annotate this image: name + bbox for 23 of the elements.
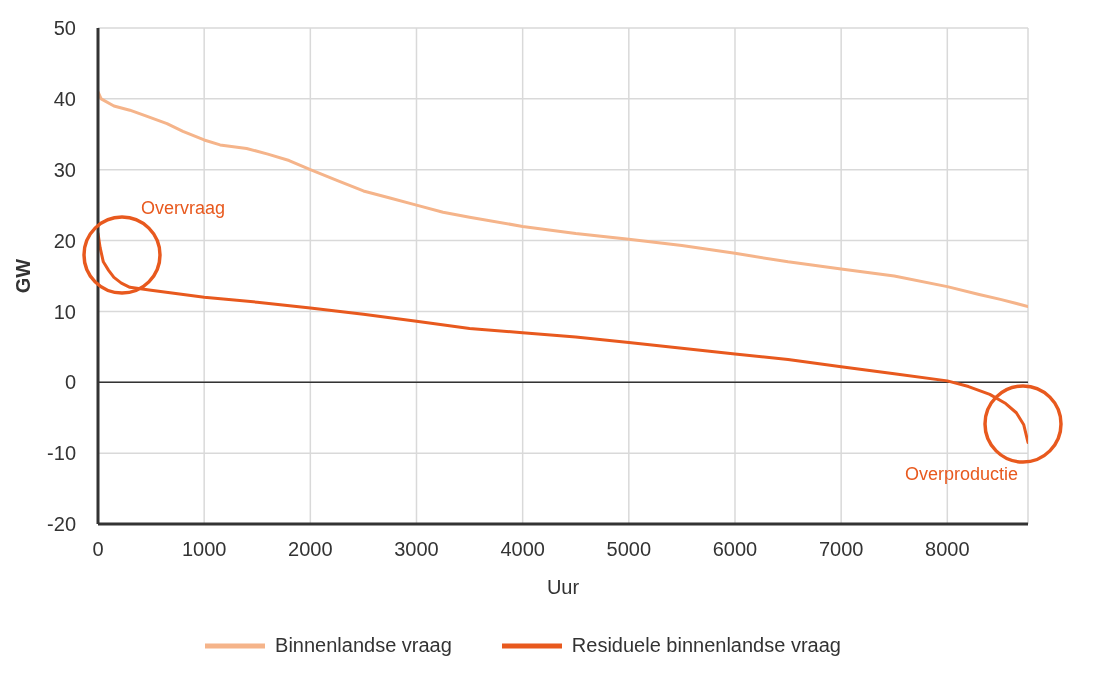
y-tick-label: 20 bbox=[53, 229, 76, 252]
x-tick-label: 4000 bbox=[500, 538, 545, 561]
y-tick-label: 0 bbox=[64, 371, 76, 394]
x-tick-label: 7000 bbox=[818, 538, 864, 561]
y-tick-label: 10 bbox=[53, 300, 76, 323]
x-tick-label: 1000 bbox=[181, 538, 227, 561]
legend-label: Residuele binnenlandse vraag bbox=[571, 634, 841, 657]
legend-label: Binnenlandse vraag bbox=[275, 634, 452, 657]
annotation: Overproductie bbox=[904, 464, 1018, 484]
x-tick-label: 8000 bbox=[925, 538, 970, 561]
x-tick-label: 3000 bbox=[394, 538, 439, 561]
x-tick-label: 2000 bbox=[288, 538, 333, 561]
y-tick-label: -20 bbox=[47, 513, 76, 536]
x-tick-label: 0 bbox=[92, 538, 104, 561]
y-tick-label: 50 bbox=[53, 17, 76, 40]
y-tick-label: -10 bbox=[47, 442, 76, 465]
y-axis-title: GW bbox=[12, 258, 35, 294]
y-tick-label: 30 bbox=[53, 158, 76, 181]
x-tick-label: 5000 bbox=[606, 538, 652, 561]
x-axis-title: Uur bbox=[546, 576, 580, 598]
y-tick-label: 40 bbox=[53, 87, 76, 110]
annotation: Overvraag bbox=[141, 198, 226, 218]
x-tick-label: 6000 bbox=[712, 538, 758, 561]
